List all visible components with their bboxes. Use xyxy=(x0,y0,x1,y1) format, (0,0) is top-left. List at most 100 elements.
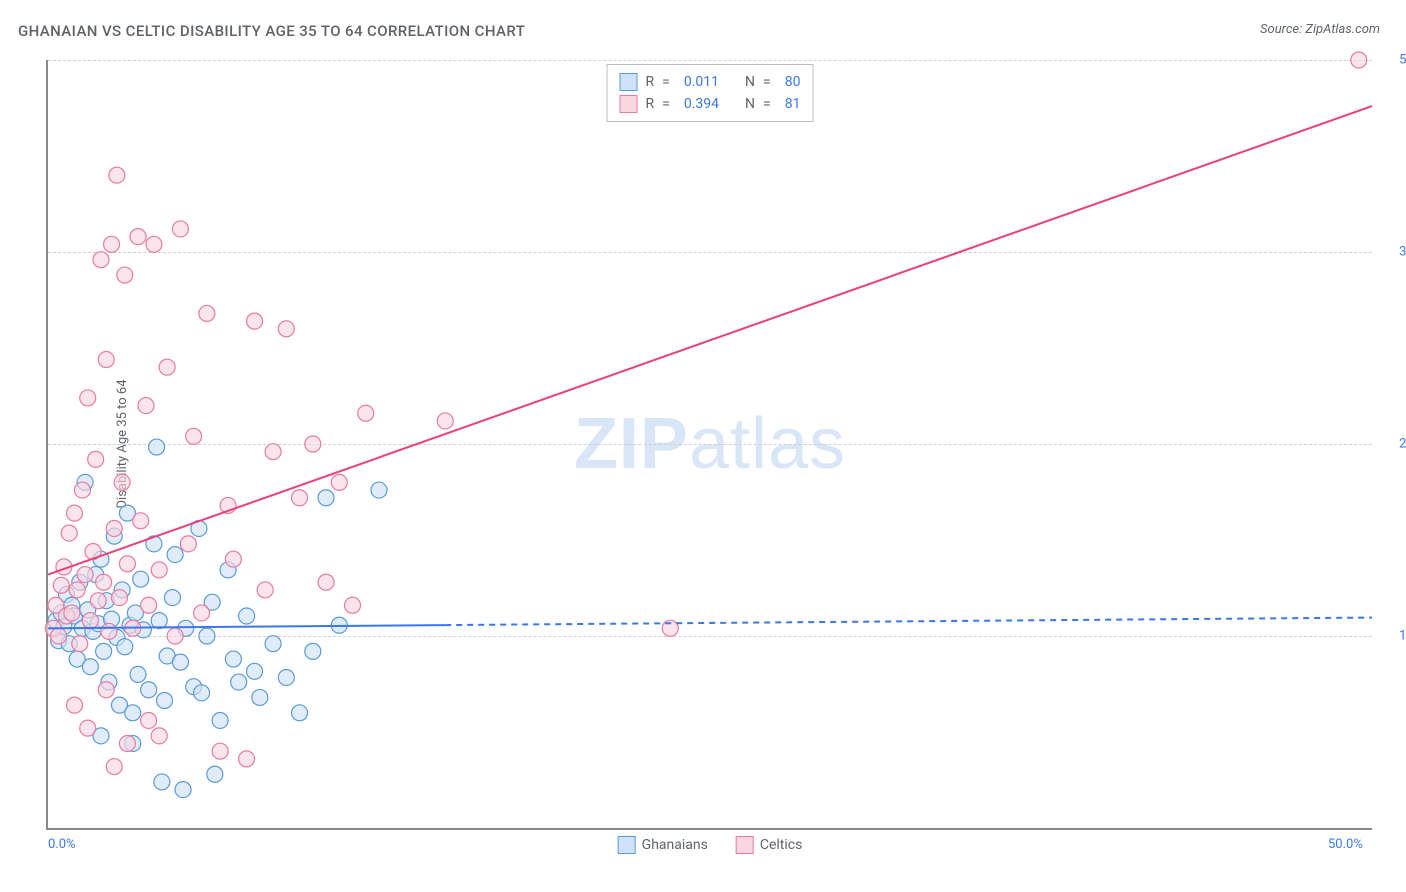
scatter-point xyxy=(345,597,361,613)
scatter-point xyxy=(151,562,167,578)
x-tick-label: 50.0% xyxy=(1328,837,1363,852)
y-tick-label: 37.5% xyxy=(1399,245,1406,260)
scatter-point xyxy=(172,654,188,670)
scatter-point xyxy=(180,536,196,552)
bottom-legend: Ghanaians Celtics xyxy=(618,836,803,854)
scatter-point xyxy=(278,321,294,337)
y-tick-label: 12.5% xyxy=(1399,629,1406,644)
scatter-svg xyxy=(48,60,1372,828)
scatter-point xyxy=(125,705,141,721)
scatter-point xyxy=(130,666,146,682)
scatter-point xyxy=(225,651,241,667)
scatter-point xyxy=(114,474,130,490)
stat-eq: = xyxy=(662,93,670,115)
bottom-legend-label: Ghanaians xyxy=(642,837,708,853)
scatter-point xyxy=(305,436,321,452)
stat-eq: = xyxy=(662,71,670,93)
scatter-point xyxy=(194,685,210,701)
scatter-point xyxy=(117,639,133,655)
scatter-point xyxy=(247,663,263,679)
scatter-point xyxy=(199,628,215,644)
scatter-point xyxy=(331,474,347,490)
scatter-point xyxy=(252,689,268,705)
scatter-point xyxy=(138,398,154,414)
scatter-point xyxy=(265,636,281,652)
stat-eq: = xyxy=(763,93,771,115)
scatter-point xyxy=(239,751,255,767)
legend-swatch xyxy=(620,95,638,113)
scatter-point xyxy=(53,577,69,593)
scatter-point xyxy=(117,267,133,283)
scatter-point xyxy=(239,608,255,624)
scatter-point xyxy=(167,628,183,644)
scatter-point xyxy=(101,623,117,639)
stat-R-value: 0.394 xyxy=(684,93,719,115)
scatter-point xyxy=(154,774,170,790)
scatter-point xyxy=(82,613,98,629)
scatter-point xyxy=(88,451,104,467)
scatter-point xyxy=(77,567,93,583)
legend-swatch xyxy=(618,836,636,854)
legend-swatch xyxy=(620,73,638,91)
scatter-point xyxy=(207,766,223,782)
scatter-point xyxy=(133,571,149,587)
legend-swatch xyxy=(736,836,754,854)
scatter-point xyxy=(318,574,334,590)
scatter-point xyxy=(159,359,175,375)
stat-N-value: 80 xyxy=(785,71,801,93)
scatter-point xyxy=(82,659,98,675)
scatter-point xyxy=(96,574,112,590)
scatter-point xyxy=(212,743,228,759)
scatter-point xyxy=(109,167,125,183)
chart-title: GHANAIAN VS CELTIC DISABILITY AGE 35 TO … xyxy=(18,22,525,40)
scatter-point xyxy=(66,697,82,713)
scatter-point xyxy=(61,525,77,541)
scatter-point xyxy=(133,513,149,529)
stat-eq: = xyxy=(763,71,771,93)
y-tick-label: 25.0% xyxy=(1399,437,1406,452)
bottom-legend-item: Ghanaians xyxy=(618,836,708,854)
trendline-solid xyxy=(48,106,1372,574)
scatter-point xyxy=(119,556,135,572)
scatter-point xyxy=(175,782,191,798)
scatter-point xyxy=(371,482,387,498)
scatter-point xyxy=(93,252,109,268)
plot-area: Disability Age 35 to 64 ZIPatlas 12.5%25… xyxy=(46,60,1372,830)
scatter-point xyxy=(111,590,127,606)
scatter-point xyxy=(51,628,67,644)
scatter-point xyxy=(146,236,162,252)
scatter-point xyxy=(212,712,228,728)
stats-legend: R=0.011N=80R=0.394N=81 xyxy=(607,64,814,122)
scatter-point xyxy=(199,305,215,321)
scatter-point xyxy=(96,643,112,659)
scatter-point xyxy=(292,705,308,721)
y-tick-label: 50.0% xyxy=(1399,53,1406,68)
stats-legend-row: R=0.011N=80 xyxy=(620,71,801,93)
scatter-point xyxy=(104,236,120,252)
scatter-point xyxy=(119,736,135,752)
scatter-point xyxy=(157,693,173,709)
stat-N-label: N xyxy=(745,93,755,115)
scatter-point xyxy=(292,490,308,506)
scatter-point xyxy=(141,712,157,728)
stat-N-value: 81 xyxy=(785,93,801,115)
stats-legend-row: R=0.394N=81 xyxy=(620,93,801,115)
source-label: Source: ZipAtlas.com xyxy=(1260,22,1380,37)
scatter-point xyxy=(80,720,96,736)
scatter-point xyxy=(130,229,146,245)
scatter-point xyxy=(278,669,294,685)
bottom-legend-item: Celtics xyxy=(736,836,802,854)
scatter-point xyxy=(358,405,374,421)
stat-R-label: R xyxy=(646,71,655,93)
scatter-point xyxy=(66,505,82,521)
scatter-point xyxy=(318,490,334,506)
trendline-dashed xyxy=(445,618,1372,626)
scatter-point xyxy=(69,582,85,598)
scatter-point xyxy=(98,682,114,698)
scatter-point xyxy=(231,674,247,690)
scatter-point xyxy=(141,597,157,613)
scatter-point xyxy=(265,444,281,460)
scatter-point xyxy=(106,520,122,536)
x-tick-label: 0.0% xyxy=(48,837,76,852)
scatter-point xyxy=(305,643,321,659)
